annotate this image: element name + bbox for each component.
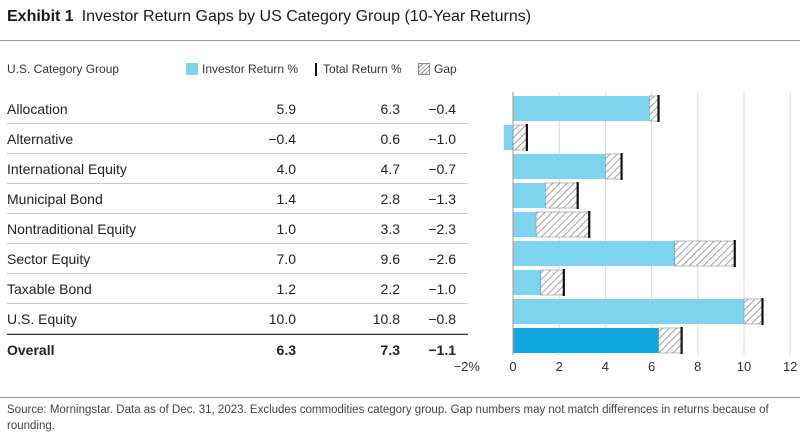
row-investor-return: 1.2 — [276, 281, 296, 297]
legend-total-marker — [315, 62, 317, 76]
x-tick-label: 8 — [694, 359, 701, 374]
row-total-return: 0.6 — [380, 131, 400, 147]
row-gap: −2.6 — [428, 251, 456, 267]
top-rule — [0, 40, 800, 41]
investor-return-bar — [513, 270, 541, 295]
row-name: Taxable Bond — [7, 281, 92, 297]
title-bar: Exhibit 1 Investor Return Gaps by US Cat… — [7, 8, 531, 32]
row-gap: −0.4 — [428, 101, 456, 117]
column-header-group: U.S. Category Group — [7, 62, 120, 76]
row-gap: −0.8 — [428, 311, 456, 327]
legend-total: Total Return % — [315, 62, 402, 76]
gap-bar — [743, 298, 763, 325]
row-name: Nontraditional Equity — [7, 221, 137, 237]
investor-return-bar — [513, 328, 659, 353]
investor-return-bar — [503, 125, 513, 150]
gap-bar — [658, 327, 682, 354]
table-row: Nontraditional Equity 1.0 3.3 −2.3 — [7, 214, 468, 244]
investor-return-bar — [513, 96, 650, 121]
data-table: Allocation 5.9 6.3 −0.4 Alternative −0.4… — [7, 94, 468, 364]
legend-investor: Investor Return % — [186, 62, 298, 76]
legend-investor-swatch — [186, 63, 198, 75]
row-investor-return: 1.4 — [276, 191, 296, 207]
row-total-return: 4.7 — [380, 161, 400, 177]
legend-gap-swatch — [418, 63, 430, 75]
row-total-return: 6.3 — [380, 101, 400, 117]
row-name: Allocation — [7, 101, 68, 117]
row-gap: −1.0 — [428, 281, 456, 297]
bottom-rule — [0, 397, 800, 398]
table-row: Sector Equity 7.0 9.6 −2.6 — [7, 244, 468, 274]
row-gap: −1.0 — [428, 131, 456, 147]
row-total-return: 7.3 — [380, 342, 400, 358]
row-investor-return: 10.0 — [268, 311, 296, 327]
row-name: Municipal Bond — [7, 191, 103, 207]
table-row: Municipal Bond 1.4 2.8 −1.3 — [7, 184, 468, 214]
row-total-return: 2.8 — [380, 191, 400, 207]
table-row: Allocation 5.9 6.3 −0.4 — [7, 94, 468, 124]
row-total-return: 2.2 — [380, 281, 400, 297]
row-investor-return: 6.3 — [276, 342, 296, 358]
row-total-return: 3.3 — [380, 221, 400, 237]
investor-return-bar — [513, 183, 546, 208]
investor-return-bar — [513, 212, 537, 237]
legend-gap: Gap — [418, 62, 457, 76]
x-tick-label: 6 — [648, 359, 655, 374]
row-name: Sector Equity — [7, 251, 91, 267]
gap-bar — [540, 269, 565, 296]
x-tick-label: 2 — [556, 359, 563, 374]
source-note: Source: Morningstar. Data as of Dec. 31,… — [7, 404, 769, 432]
investor-return-bar — [513, 154, 606, 179]
x-tick-label: 4 — [602, 359, 609, 374]
x-tick-label: −2% — [454, 359, 481, 374]
row-investor-return: 5.9 — [276, 101, 296, 117]
row-investor-return: 4.0 — [276, 161, 296, 177]
row-total-return: 10.8 — [372, 311, 400, 327]
x-tick-label: 12 — [783, 359, 797, 374]
table-row: Taxable Bond 1.2 2.2 −1.0 — [7, 274, 468, 304]
investor-return-bar — [513, 241, 675, 266]
row-total-return: 9.6 — [380, 251, 400, 267]
legend-gap-label: Gap — [434, 62, 457, 76]
x-tick-label: 10 — [737, 359, 751, 374]
row-investor-return: 1.0 — [276, 221, 296, 237]
row-investor-return: 7.0 — [276, 251, 296, 267]
row-name: Overall — [7, 342, 55, 358]
gap-bar — [605, 153, 622, 180]
gap-bar — [674, 240, 736, 267]
gap-bar — [545, 182, 578, 209]
x-tick-label: 0 — [509, 359, 516, 374]
gap-bar — [648, 95, 659, 122]
table-row: International Equity 4.0 4.7 −0.7 — [7, 154, 468, 184]
row-investor-return: −0.4 — [268, 131, 296, 147]
table-row: U.S. Equity 10.0 10.8 −0.8 — [7, 304, 468, 334]
row-gap: −1.3 — [428, 191, 456, 207]
row-name: International Equity — [7, 161, 127, 177]
row-name: Alternative — [7, 131, 74, 147]
table-row-overall: Overall 6.3 7.3 −1.1 — [7, 334, 468, 364]
chart-title: Investor Return Gaps by US Category Grou… — [81, 8, 532, 25]
gap-bar — [512, 124, 528, 151]
row-gap: −0.7 — [428, 161, 456, 177]
gap-bar — [535, 211, 590, 238]
legend-investor-label: Investor Return % — [202, 62, 299, 76]
investor-return-bar — [513, 299, 744, 324]
row-gap: −2.3 — [428, 221, 456, 237]
exhibit-label: Exhibit 1 — [7, 8, 74, 25]
row-name: U.S. Equity — [7, 311, 78, 327]
legend-total-label: Total Return % — [323, 62, 402, 76]
row-gap: −1.1 — [428, 342, 456, 358]
table-row: Alternative −0.4 0.6 −1.0 — [7, 124, 468, 154]
